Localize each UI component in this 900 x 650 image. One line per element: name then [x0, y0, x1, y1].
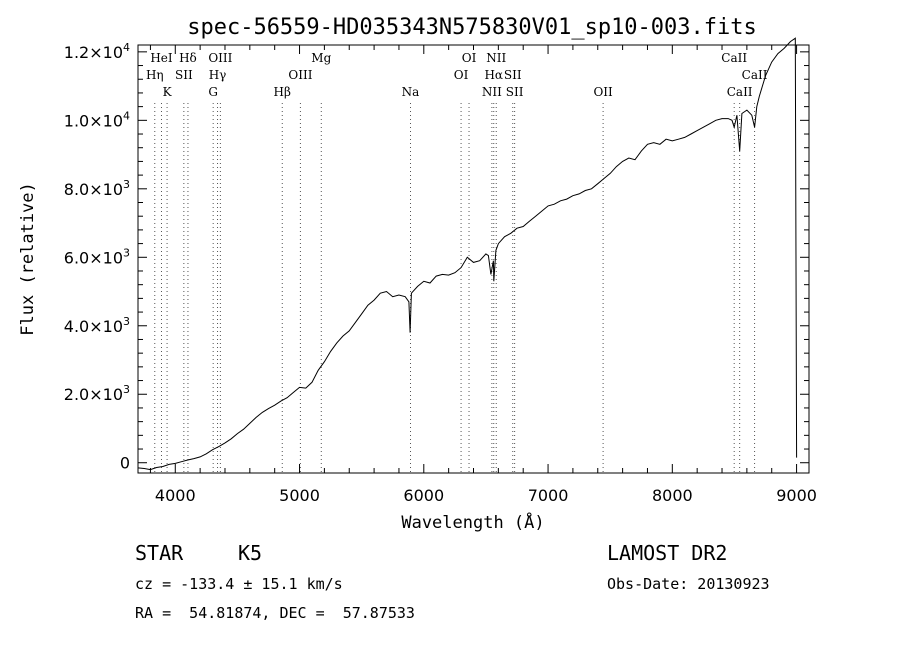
- emission-line-markers: [154, 103, 756, 473]
- emission-line-labels: HeI Hη K Hδ SII Hγ OIII G Hβ OIII Mg Na OI OI NII Hα NII…: [146, 51, 768, 99]
- line-marker-label: Hβ: [274, 85, 291, 99]
- line-marker-label: Hγ: [209, 68, 227, 82]
- line-marker-label: K: [163, 85, 173, 99]
- y-axis-ticks: 0 2.0×103 4.0×103 6.0×103 8.0×103 1.0×104 1.2×…: [64, 41, 809, 473]
- y-tick-label: 8.0×103: [64, 178, 130, 199]
- line-marker-label: SII: [504, 68, 522, 82]
- y-axis-label: Flux (relative): [18, 182, 38, 336]
- line-marker-label: CaII: [742, 68, 768, 82]
- x-tick-label: 4000: [155, 486, 196, 505]
- x-tick-label: 8000: [652, 486, 693, 505]
- line-marker-label: SII: [506, 85, 524, 99]
- line-marker-label: OI: [454, 68, 469, 82]
- spectrum-line: [137, 37, 798, 471]
- line-marker-label: NII: [486, 51, 506, 65]
- line-marker-label: G: [208, 85, 218, 99]
- x-axis-label: Wavelength (Å): [401, 511, 544, 533]
- object-class: STAR: [135, 541, 184, 565]
- y-tick-label: 1.2×104: [64, 41, 130, 62]
- observation-date: Obs-Date: 20130923: [607, 575, 770, 593]
- line-marker-label: CaII: [727, 85, 753, 99]
- y-tick-label: 0: [120, 454, 130, 473]
- redshift-velocity: cz = -133.4 ± 15.1 km/s: [135, 575, 343, 593]
- y-tick-label: 6.0×103: [64, 246, 130, 267]
- line-marker-label: SII: [175, 68, 193, 82]
- line-marker-label: OII: [593, 85, 613, 99]
- object-subclass: K5: [238, 541, 263, 565]
- x-axis-ticks: 4000 5000 6000 7000 8000 9000: [149, 45, 817, 505]
- chart-title: spec-56559-HD035343N575830V01_sp10-003.f…: [187, 15, 757, 40]
- y-tick-label: 2.0×103: [64, 383, 130, 404]
- y-tick-label: 4.0×103: [64, 315, 130, 336]
- line-marker-label: HeI: [150, 51, 173, 65]
- line-marker-label: Hη: [146, 68, 164, 82]
- line-marker-label: OI: [462, 51, 477, 65]
- coordinates: RA = 54.81874, DEC = 57.87533: [135, 604, 415, 622]
- plot-frame: [137, 44, 810, 474]
- line-marker-label: NII: [482, 85, 502, 99]
- survey-name: LAMOST DR2: [607, 541, 728, 565]
- line-marker-label: Hα: [484, 68, 503, 82]
- y-tick-label: 1.0×104: [64, 109, 130, 130]
- line-marker-label: Na: [402, 85, 420, 99]
- line-marker-label: CaII: [721, 51, 747, 65]
- x-tick-label: 6000: [403, 486, 444, 505]
- line-marker-label: Mg: [311, 51, 331, 65]
- x-tick-label: 7000: [528, 486, 569, 505]
- x-tick-label: 9000: [776, 486, 817, 505]
- x-tick-label: 5000: [279, 486, 320, 505]
- line-marker-label: OIII: [288, 68, 312, 82]
- line-marker-label: Hδ: [179, 51, 197, 65]
- line-marker-label: OIII: [208, 51, 232, 65]
